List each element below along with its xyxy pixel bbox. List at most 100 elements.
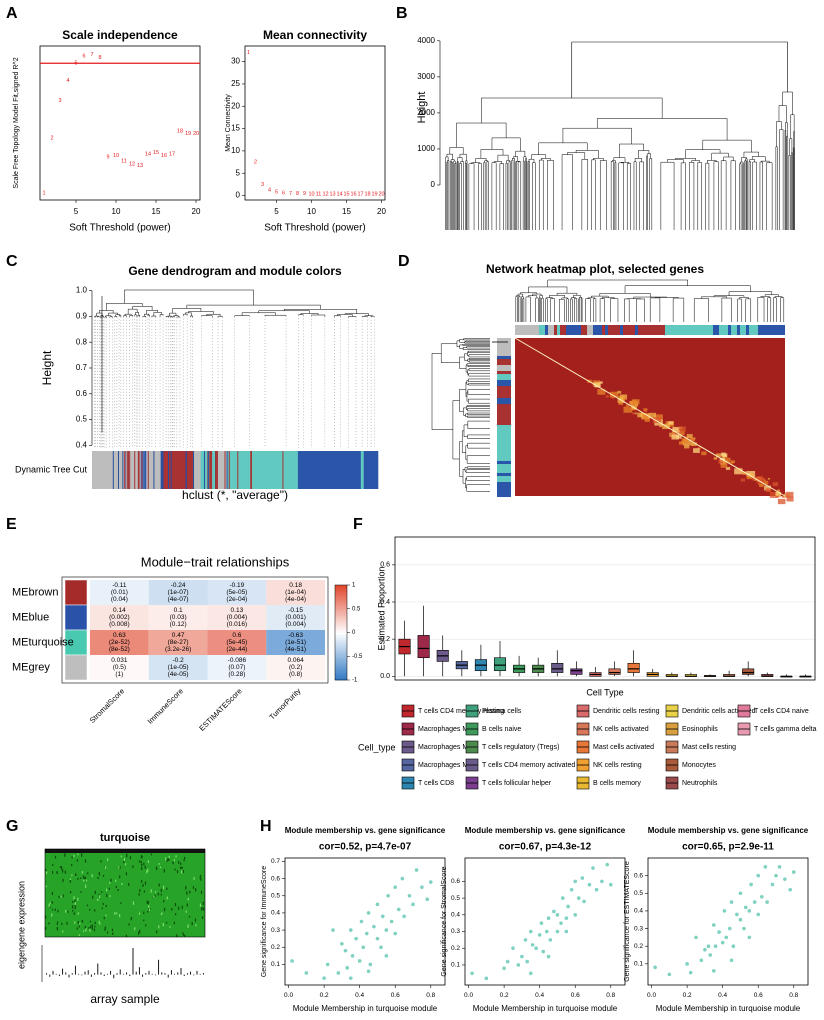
cell-value: 0.6 xyxy=(232,632,241,639)
expression-cell xyxy=(94,921,96,925)
point xyxy=(729,958,734,963)
heatmap-cluster xyxy=(637,412,644,418)
legend-label: B cells naive xyxy=(482,726,521,733)
expression-cell xyxy=(118,866,120,869)
expression-cell xyxy=(104,926,106,930)
point xyxy=(364,931,369,936)
expression-cell xyxy=(51,891,53,895)
point xyxy=(727,926,732,931)
module-color xyxy=(611,325,614,335)
module-color xyxy=(160,451,164,489)
cell-value: 0.031 xyxy=(111,657,128,664)
column-label: TumorPurity xyxy=(267,686,302,721)
heatmap-cluster xyxy=(619,394,628,400)
colorbar-step xyxy=(335,630,347,633)
module-color xyxy=(614,325,617,335)
expression-cell xyxy=(183,859,185,862)
row-color xyxy=(64,579,88,606)
x-axis-label: Cell Type xyxy=(586,687,623,697)
expression-cell xyxy=(85,928,87,932)
expression-cell xyxy=(129,856,132,860)
expression-cell xyxy=(128,923,130,926)
cell-p: (0.5) xyxy=(113,664,126,671)
module-stripe xyxy=(215,451,217,489)
expression-cell xyxy=(141,855,143,859)
expression-cell xyxy=(158,925,160,929)
expression-cell xyxy=(111,928,114,932)
expression-cell xyxy=(66,921,68,925)
module-color xyxy=(764,325,767,335)
heatmap-cluster xyxy=(746,475,753,480)
module-color xyxy=(297,451,362,489)
expression-cell xyxy=(141,879,143,883)
expression-cell xyxy=(77,897,79,901)
expression-cell xyxy=(162,922,164,927)
point xyxy=(402,914,406,919)
cell-value: 0.47 xyxy=(172,632,185,639)
point xyxy=(742,926,746,931)
point-label: 10 xyxy=(308,191,314,197)
expression-cell xyxy=(51,871,54,874)
colorbar-step xyxy=(335,646,347,650)
module-color xyxy=(497,488,511,491)
heatmap-cluster xyxy=(772,482,779,487)
expression-cell xyxy=(81,853,83,857)
x-tick-label: 0.6 xyxy=(571,992,580,999)
heatmap-cluster xyxy=(634,412,637,415)
point xyxy=(396,907,401,912)
cell-padj: (0.004) xyxy=(285,621,306,628)
point-label: 10 xyxy=(113,153,119,159)
heatmap-cluster xyxy=(597,389,606,395)
expression-cell xyxy=(200,890,203,894)
heatmap-cell xyxy=(207,605,267,630)
expression-cell xyxy=(74,921,76,924)
module-color xyxy=(629,325,632,335)
expression-cell xyxy=(178,906,180,910)
expression-cell xyxy=(106,893,108,898)
colorbar-step xyxy=(335,670,347,674)
module-stripe xyxy=(192,451,194,489)
module-color xyxy=(497,431,511,434)
x-tick-label: 0.0 xyxy=(647,992,656,999)
expression-cell xyxy=(102,874,105,877)
point-label: 17 xyxy=(169,151,175,157)
module-color xyxy=(584,325,587,335)
expression-cell xyxy=(56,871,58,874)
cell-p: (0.01) xyxy=(111,589,128,596)
cell-value: -0.63 xyxy=(288,632,303,639)
module-stripe xyxy=(126,451,128,489)
expression-cell xyxy=(166,858,168,862)
expression-cell xyxy=(138,912,141,915)
point-label: 6 xyxy=(282,190,285,196)
module-color xyxy=(92,451,141,489)
chart-title: Module−trait relationships xyxy=(141,554,290,569)
point xyxy=(366,911,371,915)
module-color xyxy=(497,392,511,395)
colorbar-step xyxy=(335,623,347,626)
module-stripe xyxy=(147,451,149,489)
box xyxy=(551,662,564,673)
point xyxy=(380,914,385,919)
cell-value: 0.064 xyxy=(287,657,304,664)
heatmap-cluster xyxy=(697,446,702,450)
module-color xyxy=(497,401,511,404)
point-label: 12 xyxy=(322,192,328,198)
expression-cell xyxy=(108,887,111,890)
cell-value: 0.63 xyxy=(113,632,126,639)
cell-p: (0.07) xyxy=(228,664,245,671)
module-color xyxy=(497,434,511,437)
expression-cell xyxy=(61,922,63,925)
point-label: 13 xyxy=(137,163,143,169)
point xyxy=(484,976,489,981)
module-color xyxy=(497,428,511,431)
expression-cell xyxy=(114,911,116,915)
y-axis-label: Estimated Proportion xyxy=(376,566,386,650)
expression-cell xyxy=(76,927,78,930)
module-color xyxy=(360,451,364,489)
heatmap-cluster xyxy=(777,489,780,492)
colorbar-step xyxy=(335,620,347,624)
point xyxy=(516,963,521,967)
expression-cell xyxy=(168,858,170,862)
expression-cell xyxy=(54,855,57,859)
module-color xyxy=(740,325,743,335)
